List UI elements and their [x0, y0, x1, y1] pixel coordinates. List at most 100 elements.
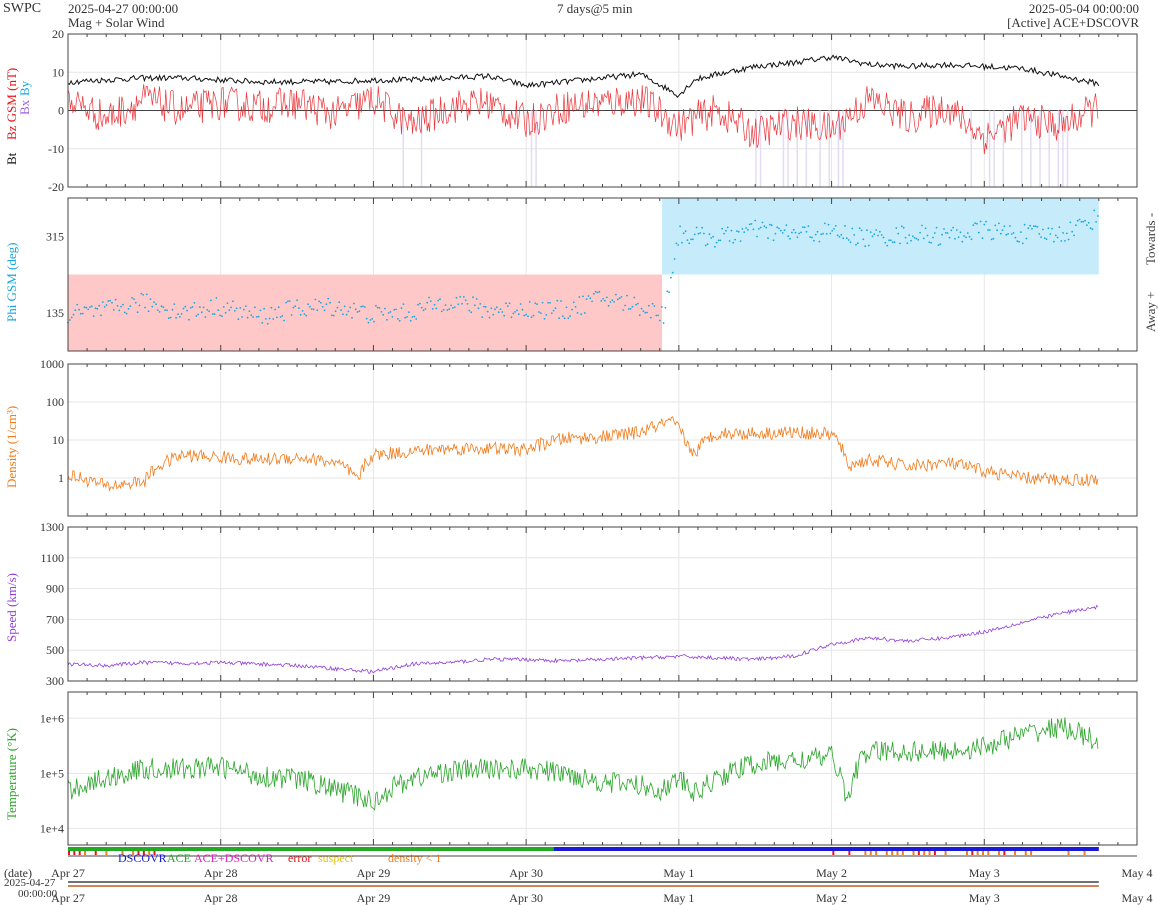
phi-point	[103, 306, 106, 308]
phi-point	[578, 296, 581, 298]
phi-point	[860, 229, 863, 232]
phi-point	[254, 306, 256, 309]
product-title: Mag + Solar Wind	[68, 15, 165, 30]
phi-point	[166, 309, 168, 312]
phi-point	[417, 303, 419, 306]
phi-point	[693, 233, 696, 236]
phi-point	[78, 308, 80, 311]
phi-point	[200, 311, 203, 314]
phi-point	[690, 238, 692, 241]
phi-point	[884, 241, 887, 244]
phi-point	[351, 317, 353, 319]
phi-point	[506, 305, 509, 307]
phi-point	[811, 236, 813, 239]
phi-point	[1025, 237, 1028, 240]
phi-point	[838, 236, 841, 238]
phi-point	[855, 243, 857, 246]
phi-point	[210, 299, 212, 302]
phi-point	[222, 306, 225, 308]
phi-point	[536, 303, 538, 306]
phi-point	[169, 316, 172, 319]
phi-point	[737, 230, 740, 233]
phi-point	[743, 231, 746, 234]
quality-flag	[84, 851, 87, 855]
phi-point	[598, 290, 601, 293]
phi-point	[406, 316, 408, 318]
x-tick-label: Apr 28	[204, 891, 238, 905]
phi-point	[497, 311, 500, 314]
phi-point	[552, 309, 555, 312]
phi-point	[583, 312, 586, 314]
southward-band	[1039, 110, 1041, 187]
panel-frame	[67, 526, 1138, 682]
quality-flag	[1003, 851, 1006, 855]
phi-point	[1078, 218, 1081, 221]
phi-point	[525, 313, 527, 316]
phi-point	[215, 297, 218, 299]
phi-point	[369, 319, 372, 321]
phi-point	[395, 308, 397, 311]
phi-point	[1021, 242, 1024, 245]
phi-point	[959, 231, 962, 234]
phi-point	[549, 301, 551, 304]
phi-point	[217, 309, 220, 312]
phi-point	[944, 232, 947, 234]
phi-point	[662, 322, 665, 324]
phi-point	[439, 298, 441, 301]
phi-point	[451, 307, 454, 309]
quality-flag	[1067, 851, 1070, 855]
southward-band	[1020, 110, 1023, 187]
southward-band	[1057, 110, 1060, 187]
bt-axis-label: Bt	[4, 152, 19, 165]
phi-point	[70, 316, 73, 319]
phi-point	[356, 311, 359, 313]
phi-point	[224, 311, 227, 314]
phi-point	[263, 307, 265, 310]
phi-point	[208, 310, 211, 313]
quality-flag	[928, 851, 931, 855]
phi-point	[748, 223, 751, 226]
phi-point	[145, 293, 148, 296]
temperature-tick-label: 1e+6	[40, 711, 64, 725]
phi-point	[866, 229, 868, 232]
phi-point	[162, 306, 165, 308]
phi-point	[197, 313, 200, 316]
phi-point	[360, 305, 363, 308]
phi-point	[382, 313, 385, 316]
southward-band	[1030, 110, 1032, 187]
quality-flag	[1083, 851, 1086, 855]
x-tick-label: Apr 27	[51, 891, 85, 905]
phi-point	[972, 224, 975, 227]
phi-axis-label: Phi GSM (deg)	[4, 242, 19, 322]
quality-flag	[848, 851, 851, 855]
quality-flag	[1030, 851, 1033, 855]
start-time: 2025-04-27 00:00:00	[68, 1, 179, 16]
quality-flag	[896, 851, 899, 855]
phi-point	[856, 242, 859, 245]
southward-band	[535, 110, 537, 187]
phi-point	[789, 237, 791, 240]
phi-point	[1032, 225, 1035, 228]
phi-point	[717, 239, 720, 242]
phi-point	[325, 303, 328, 306]
phi-point	[567, 317, 570, 319]
phi-point	[554, 307, 557, 310]
phi-point	[591, 300, 593, 303]
phi-point	[919, 231, 921, 234]
phi-point	[514, 311, 516, 313]
mag-tick-label: -20	[48, 180, 64, 194]
speed-tick-label: 300	[46, 674, 64, 688]
phi-point	[1054, 234, 1057, 237]
phi-point	[576, 312, 579, 314]
phi-point	[378, 307, 381, 309]
southward-band	[755, 110, 757, 187]
phi-point	[488, 316, 491, 319]
phi-point	[882, 236, 885, 239]
legend-ace-dscovr: ACE+DSCOVR	[194, 851, 274, 865]
quality-flag	[885, 851, 888, 855]
mag-tick-label: 10	[52, 65, 64, 79]
phi-point	[321, 306, 324, 308]
phi-point	[677, 244, 680, 246]
phi-point	[952, 226, 954, 229]
southward-band	[1048, 110, 1050, 187]
